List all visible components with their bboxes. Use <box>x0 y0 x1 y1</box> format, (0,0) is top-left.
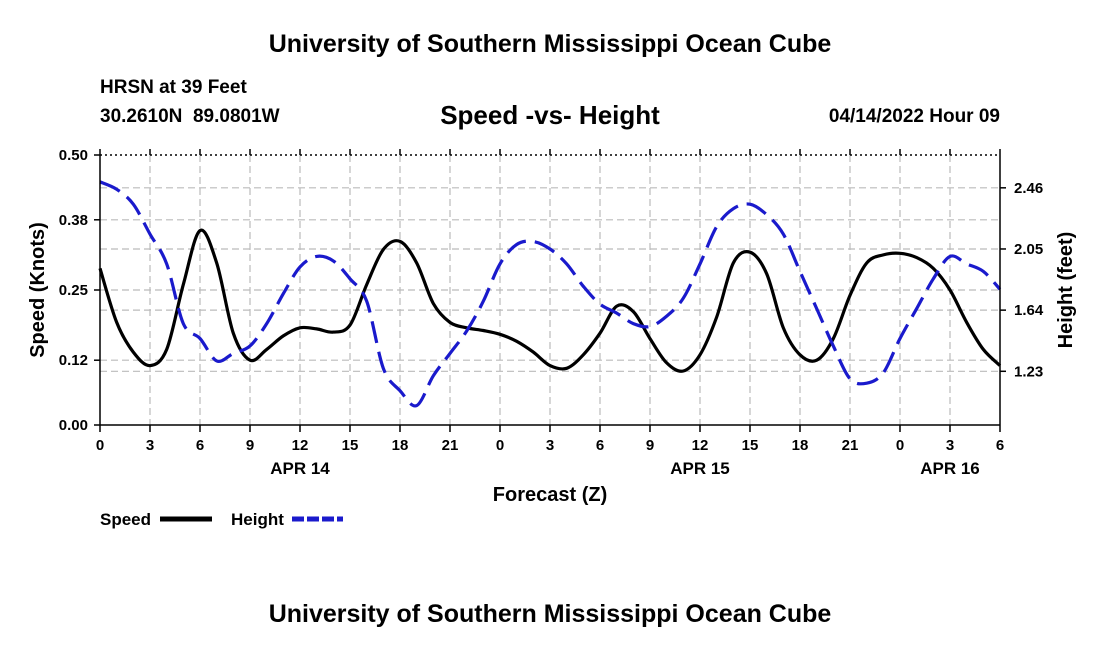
x-tick-label: 9 <box>646 437 654 454</box>
legend-layer: Speed Height <box>100 510 343 529</box>
y-tick-label: 0.25 <box>59 282 88 299</box>
x-tick-label: 6 <box>196 437 204 454</box>
label-layer: 0 3 6 9 12 15 18 21 0 3 6 9 12 15 18 21 0 3 6 APR 14 APR 15 A… <box>27 147 1077 506</box>
x-tick-label: 21 <box>442 437 459 454</box>
series-layer <box>98 180 1002 408</box>
y-tick-label: 0.12 <box>59 352 88 369</box>
x-tick-label: 6 <box>996 437 1004 454</box>
y-tick-label: 0.50 <box>59 147 88 164</box>
axis-layer <box>94 149 1006 432</box>
y2-tick-label: 1.64 <box>1014 302 1044 319</box>
x-tick-label: 0 <box>896 437 904 454</box>
x-tick-label: 18 <box>392 437 409 454</box>
x-tick-label: 6 <box>596 437 604 454</box>
date-label: APR 15 <box>670 459 730 478</box>
page-title: University of Southern Mississippi Ocean… <box>268 30 832 58</box>
grid-layer <box>100 155 1000 425</box>
chart-title: Speed -vs- Height <box>440 100 660 130</box>
x-tick-label: 3 <box>146 437 154 454</box>
y2-axis-title: Height (feet) <box>1055 232 1077 349</box>
x-tick-label: 12 <box>292 437 309 454</box>
x-tick-label: 3 <box>546 437 554 454</box>
x-axis-title: Forecast (Z) <box>493 484 607 506</box>
date-label: APR 14 <box>270 459 330 478</box>
speed-height-chart: 0 3 6 9 12 15 18 21 0 3 6 9 12 15 18 21 0 3 6 APR 14 APR 15 A… <box>27 147 1077 529</box>
x-tick-label: 21 <box>842 437 859 454</box>
y2-tick-label: 2.46 <box>1014 180 1043 197</box>
x-tick-label: 0 <box>96 437 104 454</box>
footer-title: University of Southern Mississippi Ocean… <box>268 600 832 628</box>
x-tick-label: 18 <box>792 437 809 454</box>
y-tick-label: 0.00 <box>59 417 88 434</box>
y2-tick-label: 1.23 <box>1014 363 1043 380</box>
station-coords: 30.2610N 89.0801W <box>100 106 280 127</box>
x-tick-label: 0 <box>496 437 504 454</box>
legend-speed-label: Speed <box>100 510 151 529</box>
legend-height-label: Height <box>231 510 284 529</box>
speed-series-line <box>98 228 1002 373</box>
x-tick-label: 3 <box>946 437 954 454</box>
date-label: APR 16 <box>920 459 980 478</box>
y-axis-title: Speed (Knots) <box>27 222 49 358</box>
x-tick-label: 15 <box>742 437 759 454</box>
forecast-time: 04/14/2022 Hour 09 <box>828 106 1000 127</box>
y-tick-label: 0.38 <box>59 212 88 229</box>
height-series-line <box>99 180 1002 408</box>
y2-tick-label: 2.05 <box>1014 241 1043 258</box>
x-tick-label: 12 <box>692 437 709 454</box>
x-tick-label: 9 <box>246 437 254 454</box>
x-tick-label: 15 <box>342 437 359 454</box>
station-name: HRSN at 39 Feet <box>100 77 247 98</box>
